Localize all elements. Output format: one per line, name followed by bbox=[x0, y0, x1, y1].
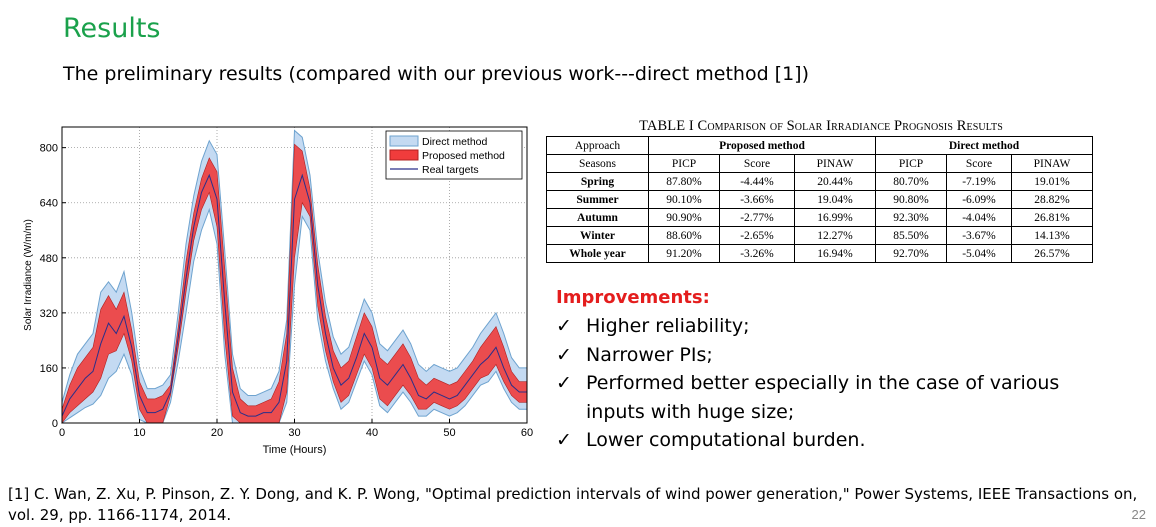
x-tick-label: 40 bbox=[366, 427, 378, 439]
list-item: ✓ Lower computational burden. bbox=[556, 426, 1096, 455]
legend-swatch bbox=[389, 149, 419, 161]
x-tick-label: 10 bbox=[133, 427, 145, 439]
table-cell: 26.57% bbox=[1011, 244, 1093, 263]
y-tick-label: 320 bbox=[40, 308, 58, 320]
table-cell: 92.30% bbox=[875, 208, 947, 227]
slide-title: Results bbox=[63, 13, 161, 44]
header-seasons: Seasons bbox=[546, 154, 649, 173]
header-pinaw-direct: PINAW bbox=[1011, 154, 1093, 173]
x-tick-label: 50 bbox=[443, 427, 455, 439]
x-tick-label: 60 bbox=[521, 427, 533, 439]
header-pinaw-proposed: PINAW bbox=[794, 154, 876, 173]
table-cell: Summer bbox=[546, 190, 649, 209]
y-tick-label: 160 bbox=[40, 363, 58, 375]
table-row: Summer 90.10% -3.66% 19.04% 90.80% -6.09… bbox=[546, 190, 1093, 209]
table-cell: Winter bbox=[546, 226, 649, 245]
list-item-text: Performed better especially in the case … bbox=[586, 372, 1060, 423]
real-targets-line bbox=[61, 173, 527, 417]
y-tick-label: 480 bbox=[40, 253, 58, 265]
reference-citation: [1] C. Wan, Z. Xu, P. Pinson, Z. Y. Dong… bbox=[8, 485, 1138, 524]
table-header-row-2: Seasons PICP Score PINAW PICP Score PINA… bbox=[546, 154, 1093, 173]
table-cell: -5.04% bbox=[946, 244, 1012, 263]
table-cell: -4.04% bbox=[946, 208, 1012, 227]
improvements-list: ✓ Higher reliability; ✓ Narrower PIs; ✓ Per… bbox=[556, 312, 1096, 455]
y-axis-label: Solar Irradiance (W/m/m) bbox=[23, 219, 34, 331]
legend-swatch bbox=[389, 135, 419, 147]
table-cell: 92.70% bbox=[875, 244, 947, 263]
results-table: Approach Proposed method Direct method S… bbox=[546, 136, 1093, 263]
x-tick-label: 0 bbox=[59, 427, 65, 439]
table-cell: 14.13% bbox=[1011, 226, 1093, 245]
y-tick-label: 800 bbox=[40, 143, 58, 155]
legend-label: Proposed method bbox=[422, 150, 505, 162]
header-score-direct: Score bbox=[946, 154, 1012, 173]
y-tick-label: 640 bbox=[40, 198, 58, 210]
table-row: Autumn 90.90% -2.77% 16.99% 92.30% -4.04… bbox=[546, 208, 1093, 227]
table-cell: 20.44% bbox=[794, 172, 876, 191]
table-cell: 12.27% bbox=[794, 226, 876, 245]
irradiance-chart: 0 10 20 30 40 50 60 0 160 320 480 640 800 Time (Hours… bbox=[0, 118, 540, 463]
table-cell: -2.65% bbox=[719, 226, 795, 245]
list-item: ✓ Performed better especially in the case… bbox=[556, 369, 1096, 426]
table-cell: Whole year bbox=[546, 244, 649, 263]
slide-subtitle: The preliminary results (compared with o… bbox=[63, 63, 810, 85]
table-cell: Autumn bbox=[546, 208, 649, 227]
table-cell: 80.70% bbox=[875, 172, 947, 191]
y-tick-label: 0 bbox=[52, 418, 58, 430]
table-row: Winter 88.60% -2.65% 12.27% 85.50% -3.67… bbox=[546, 226, 1093, 245]
check-icon: ✓ bbox=[556, 372, 572, 394]
table-cell: 90.80% bbox=[875, 190, 947, 209]
x-tick-label: 20 bbox=[211, 427, 223, 439]
list-item-text: Narrower PIs; bbox=[586, 343, 713, 366]
table-cell: 16.94% bbox=[794, 244, 876, 263]
table-cell: 28.82% bbox=[1011, 190, 1093, 209]
table-cell: -7.19% bbox=[946, 172, 1012, 191]
table-cell: -3.66% bbox=[719, 190, 795, 209]
header-picp-direct: PICP bbox=[875, 154, 947, 173]
table-row: Spring 87.80% -4.44% 20.44% 80.70% -7.19… bbox=[546, 172, 1093, 191]
table-cell: 16.99% bbox=[794, 208, 876, 227]
table-cell: 88.60% bbox=[648, 226, 720, 245]
table-cell: 19.04% bbox=[794, 190, 876, 209]
header-direct-method: Direct method bbox=[875, 136, 1093, 155]
table-cell: 87.80% bbox=[648, 172, 720, 191]
table-cell: 26.81% bbox=[1011, 208, 1093, 227]
page-number: 22 bbox=[1131, 507, 1146, 522]
table-caption: TABLE I Comparison of Solar Irradiance P… bbox=[639, 118, 1003, 134]
table-cell: 90.10% bbox=[648, 190, 720, 209]
list-item-text: Higher reliability; bbox=[586, 315, 750, 337]
table-cell: Spring bbox=[546, 172, 649, 191]
list-item: ✓ Narrower PIs; bbox=[556, 341, 1096, 370]
check-icon: ✓ bbox=[556, 343, 572, 366]
table-cell: -6.09% bbox=[946, 190, 1012, 209]
check-icon: ✓ bbox=[556, 429, 572, 451]
table-cell: 91.20% bbox=[648, 244, 720, 263]
header-score-proposed: Score bbox=[719, 154, 795, 173]
table-row: Whole year 91.20% -3.26% 16.94% 92.70% -… bbox=[546, 244, 1093, 263]
list-item-text: Lower computational burden. bbox=[586, 429, 866, 451]
header-approach: Approach bbox=[546, 136, 649, 155]
table-cell: -3.26% bbox=[719, 244, 795, 263]
table-header-row-1: Approach Proposed method Direct method bbox=[546, 136, 1093, 155]
improvements-title: Improvements: bbox=[556, 287, 710, 308]
irradiance-chart-svg: 0 10 20 30 40 50 60 0 160 320 480 640 800 Time (Hours… bbox=[23, 126, 533, 456]
legend-label: Real targets bbox=[422, 164, 479, 176]
table-cell: -3.67% bbox=[946, 226, 1012, 245]
x-axis-label: Time (Hours) bbox=[263, 444, 327, 456]
header-picp-proposed: PICP bbox=[648, 154, 720, 173]
table-cell: 19.01% bbox=[1011, 172, 1093, 191]
check-icon: ✓ bbox=[556, 315, 572, 337]
legend-label: Direct method bbox=[422, 136, 488, 148]
table-cell: 90.90% bbox=[648, 208, 720, 227]
table-cell: -2.77% bbox=[719, 208, 795, 227]
header-proposed-method: Proposed method bbox=[648, 136, 876, 155]
x-tick-label: 30 bbox=[288, 427, 300, 439]
table-cell: -4.44% bbox=[719, 172, 795, 191]
list-item: ✓ Higher reliability; bbox=[556, 312, 1096, 341]
table-cell: 85.50% bbox=[875, 226, 947, 245]
